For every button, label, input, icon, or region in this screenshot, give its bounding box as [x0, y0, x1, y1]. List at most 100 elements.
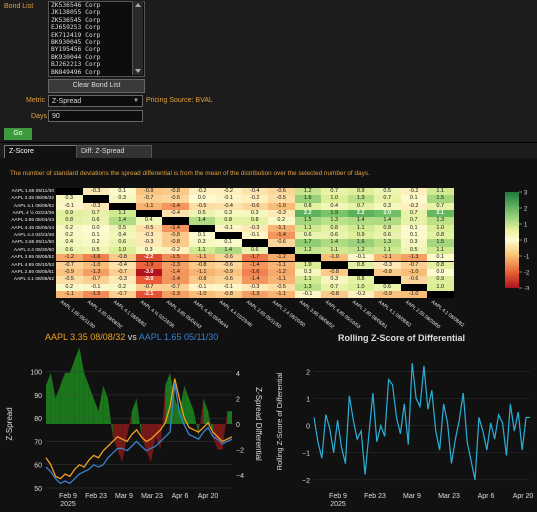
metric-select[interactable]: Z-Spread ▼ [48, 95, 143, 107]
y-tick-label: 70 [34, 439, 42, 446]
bond-list-item[interactable]: BJ262213 Corp [51, 61, 101, 69]
heatmap-cell: -1.3 [162, 261, 189, 269]
days-input[interactable]: 90 [48, 110, 143, 122]
heatmap-cell: -1.1 [374, 254, 401, 262]
heatmap-cell: -1.0 [321, 254, 348, 262]
bond-list-item[interactable]: ZK536545 Corp [51, 16, 101, 24]
heatmap-cell: -0.9 [215, 268, 242, 277]
heatmap-cell: -0.9 [135, 188, 162, 196]
heatmap-cell: 0.3 [135, 246, 162, 255]
heatmap-row-label: AAPL 4 ½ 02/23/36 [12, 211, 54, 217]
heatmap-cell: 0.3 [241, 210, 268, 218]
diff-area-segment [189, 398, 194, 424]
heatmap-cell: -0.6 [400, 276, 427, 284]
x-tick-label: Mar 23 [141, 493, 163, 500]
diff-area-segment [55, 385, 61, 424]
x-tick-label: Feb 23 [364, 493, 386, 500]
heatmap-cell: -1.3 [400, 254, 427, 262]
heatmap-cell: 0.5 [188, 210, 215, 218]
heatmap-cell: -1.2 [268, 254, 295, 262]
heatmap-cell: 0.3 [109, 195, 136, 203]
diff-area-segment [117, 424, 123, 463]
heatmap-cell: -1.4 [162, 224, 189, 233]
left-title-bond-b: AAPL 1.65 05/11/30 [138, 332, 219, 342]
heatmap-cell: 1.7 [294, 239, 321, 247]
heatmap-cell: 0.9 [347, 232, 374, 240]
heatmap-cell: 0.0 [188, 195, 215, 203]
heatmap-cell: 1.9 [321, 210, 348, 218]
heatmap-cell: -0.7 [82, 276, 109, 284]
heatmap-cell: -0.3 [135, 239, 162, 247]
y-tick-label: 100 [30, 370, 42, 377]
diff-area-segment [136, 398, 142, 437]
colorbar-tick-label: 3 [524, 191, 528, 197]
heatmap-cell: -0.7 [135, 195, 162, 203]
tab-z-score[interactable]: Z-Score [4, 145, 80, 158]
heatmap-cell: -1.0 [188, 290, 215, 299]
heatmap-diagonal-cell [162, 217, 189, 225]
heatmap-cell: -0.8 [109, 254, 136, 262]
bond-list-item[interactable]: ZK536546 Corp [51, 2, 101, 9]
heatmap-cell: -0.8 [321, 290, 348, 299]
heatmap-cell: -1.0 [400, 290, 427, 299]
heatmap-row-label: AAPL 1.65 05/11/30 [11, 189, 54, 194]
go-button[interactable]: Go [4, 128, 32, 140]
heatmap-cell: 1.1 [188, 246, 215, 255]
heatmap-cell: -0.9 [56, 268, 83, 277]
diff-area-segment [108, 398, 113, 437]
heatmap-cell: -0.2 [162, 246, 189, 255]
y-right-tick-label: −4 [236, 473, 244, 480]
heatmap-cell: 0.5 [374, 188, 401, 196]
heatmap-cell: 1.0 [321, 195, 348, 203]
diff-area-segment [174, 398, 180, 424]
diff-area-segment [127, 411, 132, 437]
heatmap-cell: -0.8 [188, 276, 215, 284]
heatmap-cell: -0.4 [215, 202, 242, 211]
heatmap-cell: -0.5 [188, 202, 215, 211]
heatmap-cell: -2.1 [135, 290, 162, 299]
colorbar-tick-label: 0 [524, 239, 528, 245]
heatmap-cell: 0.8 [374, 224, 401, 233]
heatmap-row-label: AAPL 2.4 08/20/50 [13, 247, 54, 253]
description-text: The number of standard deviations the sp… [10, 170, 370, 177]
x-tick-label: Mar 23 [438, 493, 460, 500]
bond-list-item[interactable]: BY195456 Corp [51, 46, 101, 54]
bond-list-item[interactable]: BK930044 Corp [51, 53, 101, 61]
bond-list-item[interactable]: BK930045 Corp [51, 38, 101, 46]
heatmap-cell: 1.4 [109, 217, 136, 225]
heatmap-cell: 0.7 [400, 210, 427, 218]
x-tick-label: Apr 6 [172, 493, 189, 500]
bond-list-item[interactable]: EK712419 Corp [51, 31, 101, 39]
heatmap-diagonal-cell [135, 210, 162, 218]
bond-list[interactable]: ZK536546 Corp JK138055 Corp ZK536545 Corp E… [48, 1, 145, 77]
colorbar-tick-label: -2 [524, 271, 530, 277]
left-title-bond-a: AAPL 3.35 08/08/32 [45, 332, 126, 342]
heatmap-cell: -0.1 [215, 283, 242, 291]
bond-list-item[interactable]: EJ659253 Corp [51, 24, 101, 32]
heatmap-cell: 2.0 [374, 210, 401, 218]
heatmap-cell: 0.2 [56, 232, 83, 240]
heatmap-diagonal-cell [294, 254, 321, 262]
heatmap-cell: -0.7 [56, 261, 83, 269]
heatmap-cell: 0.8 [321, 224, 348, 233]
tab-diff-z-spread[interactable]: Diff: Z-Spread [76, 145, 152, 159]
diff-area-segment [150, 424, 156, 463]
heatmap-diagonal-cell [56, 188, 83, 196]
heatmap-cell: -1.4 [162, 268, 189, 277]
heatmap-cell: -2.0 [135, 276, 162, 284]
bond-list-scrollbar[interactable] [132, 1, 143, 75]
heatmap-cell: -0.1 [215, 224, 242, 233]
clear-bond-list-button[interactable]: Clear Bond List [48, 79, 145, 93]
heatmap-cell: 0.2 [56, 283, 83, 291]
heatmap-cell: -1.6 [241, 268, 268, 277]
heatmap-diagonal-cell [427, 290, 454, 299]
bond-list-item[interactable]: BN849496 Corp [51, 68, 101, 76]
diff-area-segment [203, 398, 209, 424]
heatmap-cell: -1.2 [56, 254, 83, 262]
zscore-line [313, 363, 530, 480]
x-tick-label: Mar 9 [115, 493, 133, 500]
heatmap-cell: 1.1 [294, 224, 321, 233]
heatmap-cell: 1.5 [294, 217, 321, 225]
bond-list-item[interactable]: JK138055 Corp [51, 9, 101, 17]
heatmap-cell: 0.3 [56, 195, 83, 203]
